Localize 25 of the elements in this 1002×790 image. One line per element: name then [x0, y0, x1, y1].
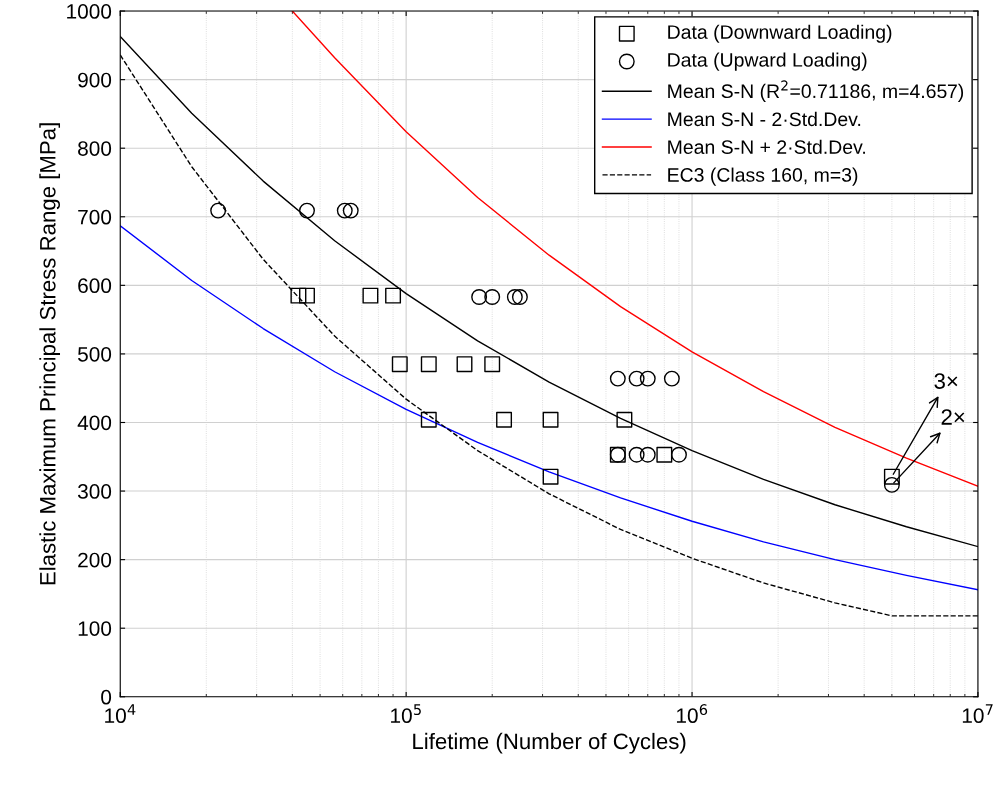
legend-label: Data (Upward Loading)	[668, 52, 867, 71]
x-axis-title: Lifetime (Number of Cycles)	[413, 732, 686, 754]
annotation: 3×	[934, 373, 958, 389]
y-tick-label: 700	[78, 209, 112, 225]
y-axis-title: Elastic Maximum Principal Stress Range [MPa]	[39, 123, 61, 585]
x-tick-label: 10$^{4}$	[105, 704, 136, 724]
y-tick-label: 100	[78, 621, 112, 636]
legend-label: Mean S-N (R$^{2}$=0.71186, m=4.657)	[668, 80, 964, 102]
y-tick-label: 900	[78, 72, 112, 88]
y-tick-label: 0	[101, 689, 112, 705]
y-tick-label: 400	[77, 415, 112, 431]
y-tick-label: 600	[78, 278, 112, 294]
annotation: 2×	[941, 409, 965, 425]
legend-label: Data (Downward Loading)	[668, 24, 892, 43]
y-tick-label: 300	[77, 484, 112, 499]
x-tick-label: 10$^{5}$	[391, 704, 421, 724]
legend-label: EC3 (Class 160, m=3)	[668, 167, 858, 186]
y-tick-label: 800	[78, 141, 112, 156]
y-tick-label: 200	[78, 552, 112, 568]
y-tick-label: 1000	[67, 4, 112, 19]
legend-label: Mean S-N - 2·Std.Dev.	[668, 111, 861, 127]
x-tick-label: 10$^{6}$	[676, 704, 708, 724]
y-tick-label: 500	[77, 346, 112, 362]
legend-label: Mean S-N + 2·Std.Dev.	[668, 139, 865, 154]
x-tick-label: 10$^{7}$	[962, 704, 993, 724]
